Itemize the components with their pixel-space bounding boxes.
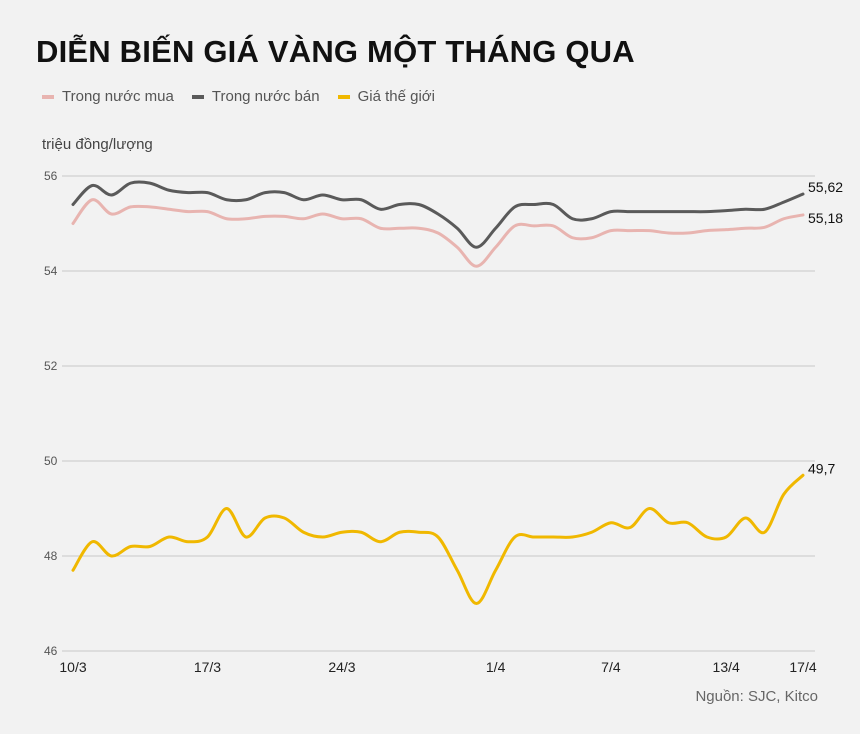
end-value-label: 49,7 <box>808 460 835 476</box>
y-tick-label: 54 <box>44 264 58 278</box>
source-note: Nguồn: SJC, Kitco <box>695 688 818 705</box>
chart-title: DIỄN BIẾN GIÁ VÀNG MỘT THÁNG QUA <box>36 34 635 69</box>
legend-label: Giá thế giới <box>357 88 435 105</box>
legend-label: Trong nước bán <box>211 88 320 105</box>
legend-swatch <box>42 94 54 99</box>
x-tick-label: 17/3 <box>194 659 221 675</box>
y-axis-label: triệu đồng/lượng <box>42 136 153 153</box>
legend-item-world: Giá thế giới <box>337 88 435 105</box>
x-tick-label: 13/4 <box>713 659 740 675</box>
legend-item-buy: Trong nước mua <box>42 88 174 105</box>
y-tick-label: 50 <box>44 454 58 468</box>
end-value-label: 55,18 <box>808 210 843 226</box>
legend-label: Trong nước mua <box>62 88 174 105</box>
y-tick-label: 52 <box>44 359 58 373</box>
y-tick-label: 46 <box>44 644 58 658</box>
legend: Trong nước mua Trong nước bán Giá thế gi… <box>42 88 435 105</box>
x-tick-label: 24/3 <box>328 659 355 675</box>
legend-swatch <box>191 94 204 99</box>
end-value-label: 55,62 <box>808 179 843 195</box>
x-tick-label: 10/3 <box>59 659 86 675</box>
series-line-2 <box>71 473 805 605</box>
x-tick-label: 1/4 <box>486 659 506 675</box>
x-tick-label: 7/4 <box>601 659 621 675</box>
x-tick-label: 17/4 <box>789 659 816 675</box>
legend-swatch <box>337 94 350 99</box>
series-line-0 <box>71 198 805 268</box>
y-tick-label: 56 <box>44 169 58 183</box>
legend-item-sell: Trong nước bán <box>191 88 320 105</box>
y-tick-label: 48 <box>44 549 58 563</box>
series-line-1 <box>71 180 805 249</box>
